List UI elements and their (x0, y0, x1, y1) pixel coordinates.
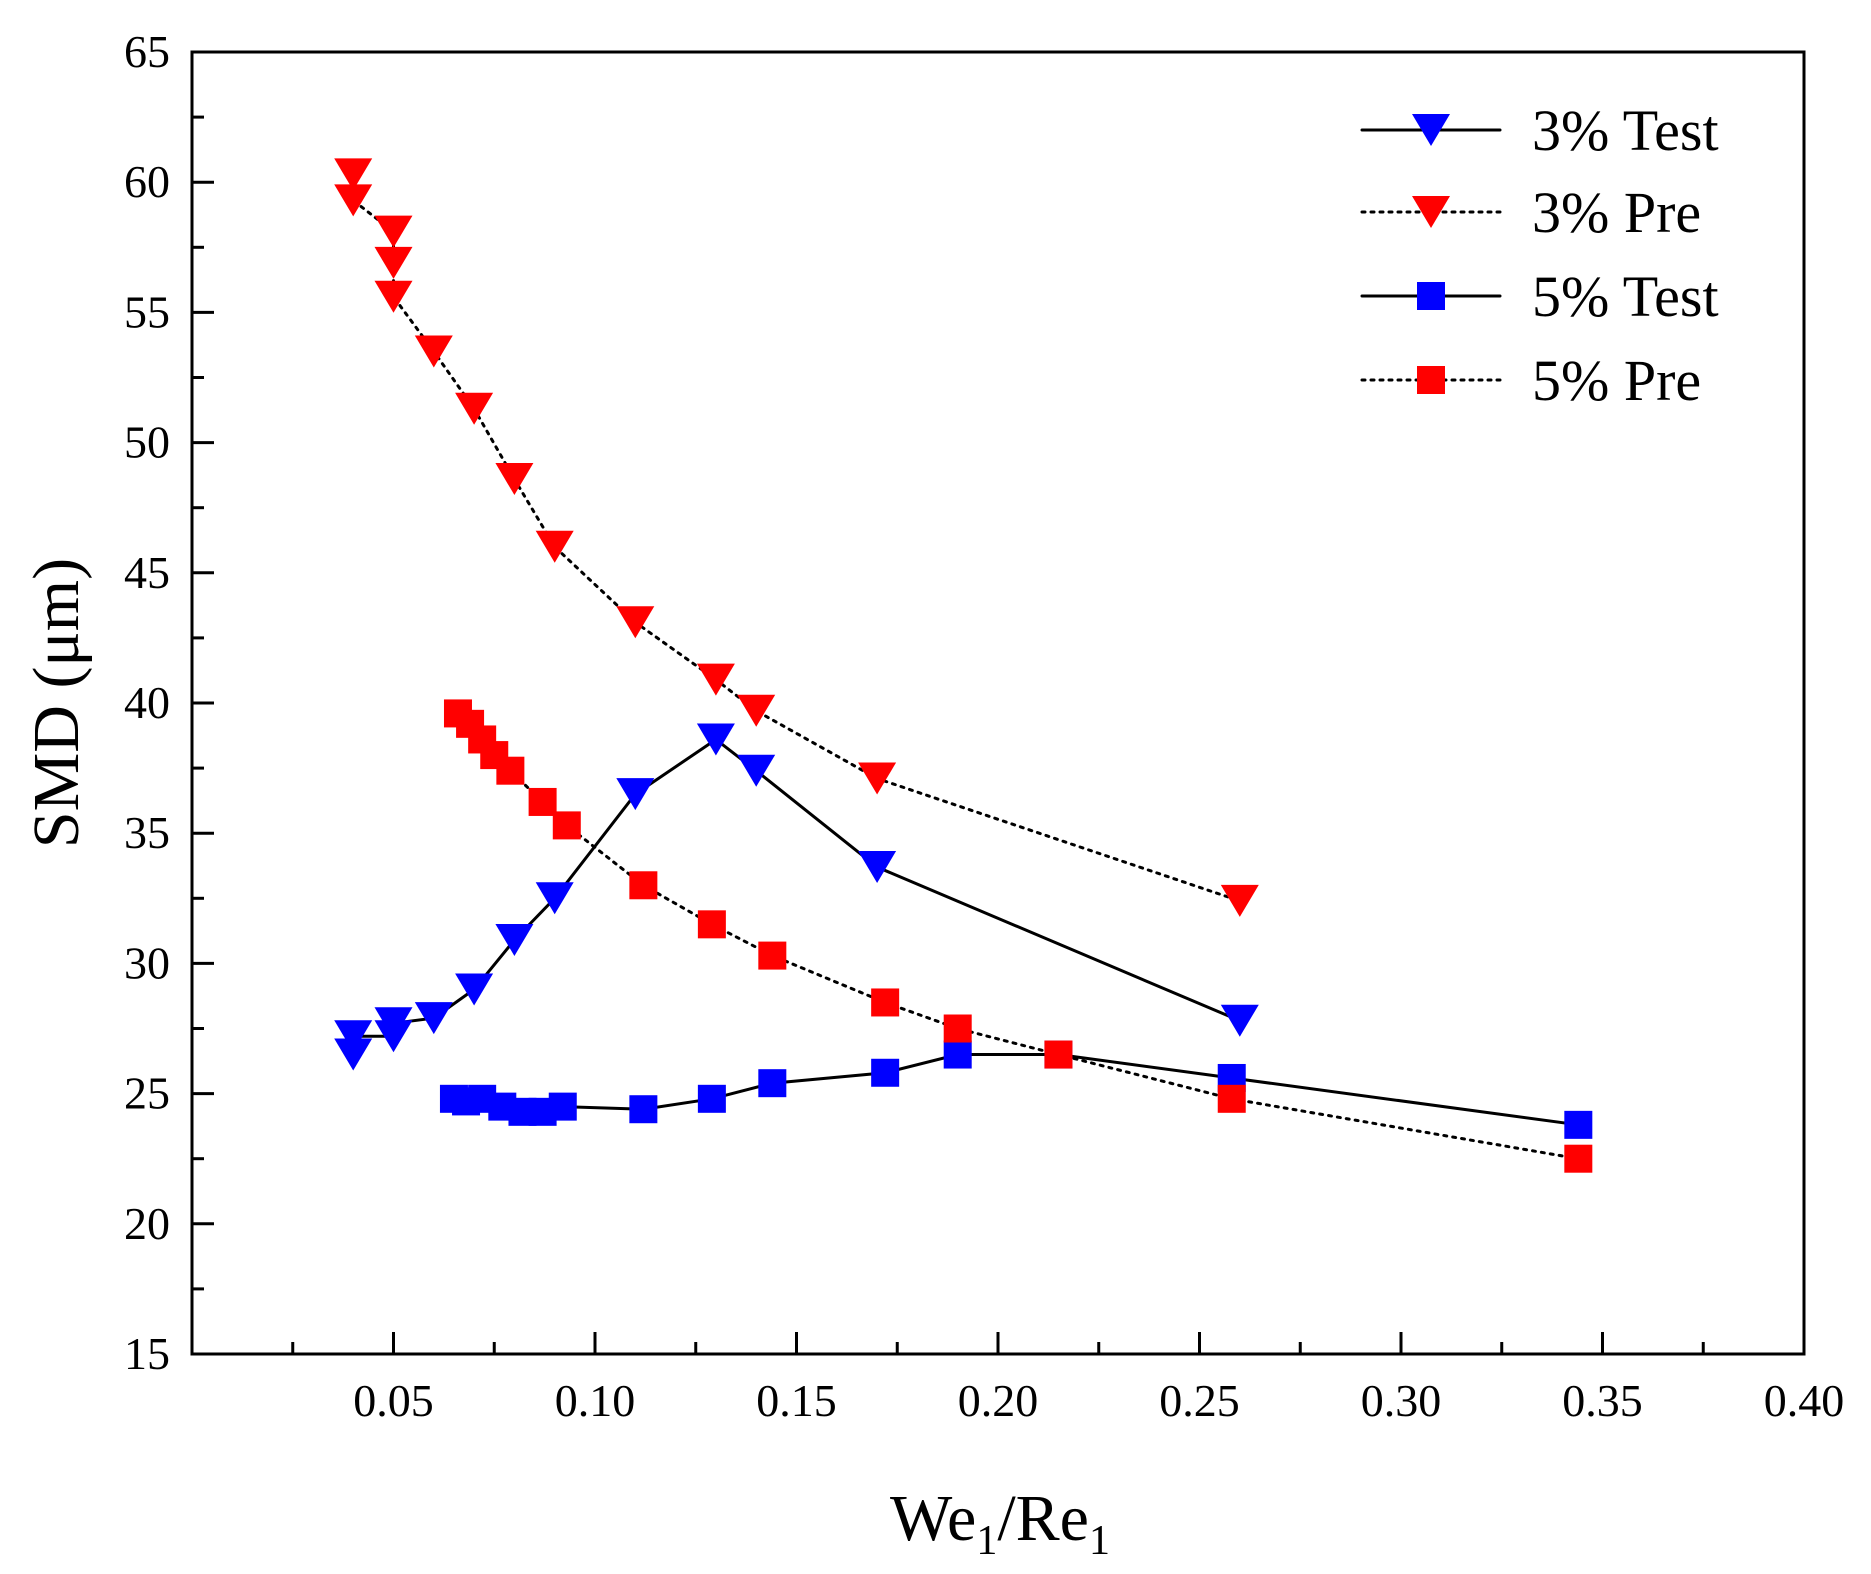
data-point (737, 754, 776, 787)
data-point (696, 663, 735, 696)
data-point (455, 973, 494, 1006)
data-point (334, 158, 373, 191)
y-tick-label: 20 (124, 1198, 170, 1249)
data-point (943, 1014, 972, 1043)
x-axis-title-sub1: 1 (976, 1518, 997, 1564)
x-tick-label: 0.35 (1562, 1375, 1643, 1426)
series-line (351, 172, 1242, 903)
data-point (374, 1007, 413, 1040)
legend-label: 3% Pre (1532, 180, 1701, 245)
legend-marker (1417, 282, 1445, 310)
data-point (1564, 1110, 1593, 1139)
tick-labels: 0.05 0.10 0.15 0.20 0.25 0.30 0.35 0.40 15 20 25 30… (124, 26, 1844, 1426)
legend-label: 5% Test (1532, 264, 1719, 329)
x-axis-title-sub2: 1 (1089, 1518, 1110, 1564)
data-point (535, 882, 574, 915)
x-tick-label: 0.25 (1159, 1375, 1240, 1426)
x-tick-label: 0.20 (958, 1375, 1039, 1426)
data-point (1220, 884, 1259, 917)
data-point (414, 1002, 453, 1035)
data-point (495, 923, 534, 956)
data-point (871, 1058, 900, 1087)
data-point (1217, 1084, 1246, 1113)
data-point (414, 335, 453, 368)
legend-marker (1412, 196, 1450, 228)
data-point (943, 1040, 972, 1069)
data-point (737, 694, 776, 727)
data-point (697, 1084, 726, 1113)
data-point (616, 778, 655, 811)
data-point (528, 787, 557, 816)
data-point (1564, 1144, 1593, 1173)
data-point (858, 762, 897, 795)
data-point (629, 871, 658, 900)
y-tick-label: 45 (124, 547, 170, 598)
y-tick-label: 40 (124, 677, 170, 728)
legend-marker (1412, 114, 1450, 146)
data-point (334, 1020, 373, 1053)
x-tick-label: 0.05 (353, 1375, 434, 1426)
series-lines (351, 172, 1580, 1161)
data-point (495, 463, 534, 496)
data-point (548, 1092, 577, 1121)
y-tick-label: 15 (124, 1328, 170, 1379)
data-point (758, 941, 787, 970)
legend: 3% Test 3% Pre 5% Test 5% Pre (1360, 98, 1719, 413)
data-point (696, 723, 735, 756)
series-markers (334, 158, 1593, 1173)
x-tick-label: 0.40 (1764, 1375, 1845, 1426)
data-point (616, 606, 655, 639)
y-tick-label: 65 (124, 26, 170, 77)
data-point (374, 215, 413, 248)
data-point (871, 988, 900, 1017)
x-axis-title-we: We (890, 1482, 976, 1555)
series-line (351, 737, 1242, 1056)
data-point (374, 246, 413, 279)
data-point (334, 1038, 373, 1071)
x-tick-label: 0.10 (555, 1375, 636, 1426)
data-point (334, 184, 373, 217)
axis-ticks (192, 50, 1806, 1356)
y-tick-label: 50 (124, 417, 170, 468)
plot-frame (190, 50, 1806, 1356)
data-point (496, 756, 525, 785)
data-point (374, 280, 413, 313)
y-tick-label: 55 (124, 286, 170, 337)
y-axis-title: SMD (μm) (20, 558, 93, 848)
data-point (629, 1095, 658, 1124)
legend-marker (1417, 366, 1445, 394)
data-point (552, 811, 581, 840)
x-axis-title: We1/Re1 (890, 1482, 1110, 1564)
legend-label: 3% Test (1532, 98, 1719, 163)
x-axis-title-slash-re: /Re (997, 1482, 1089, 1555)
y-tick-label: 35 (124, 807, 170, 858)
y-tick-label: 30 (124, 937, 170, 988)
data-point (1220, 1004, 1259, 1037)
x-tick-label: 0.30 (1361, 1375, 1442, 1426)
data-point (858, 851, 897, 884)
data-point (455, 392, 494, 425)
y-tick-label: 25 (124, 1068, 170, 1119)
y-tick-label: 60 (124, 156, 170, 207)
x-tick-label: 0.15 (756, 1375, 837, 1426)
data-point (697, 910, 726, 939)
data-point (535, 530, 574, 563)
data-point (1044, 1040, 1073, 1069)
legend-label: 5% Pre (1532, 348, 1701, 413)
series-line (452, 1053, 1580, 1127)
data-point (758, 1069, 787, 1098)
